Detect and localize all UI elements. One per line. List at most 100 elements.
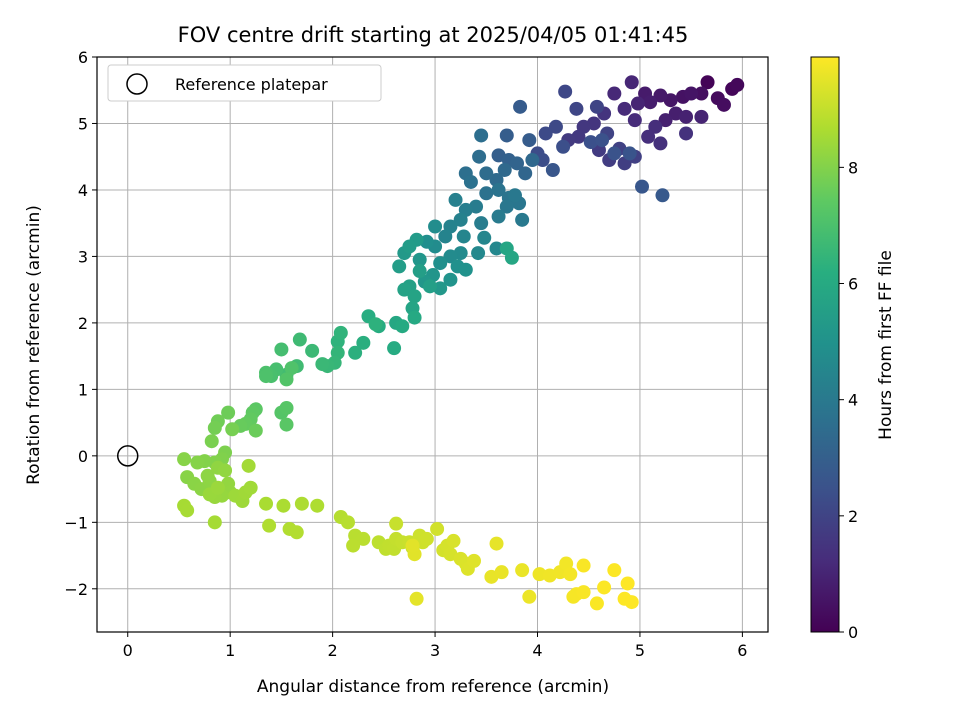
- data-point: [412, 264, 427, 279]
- data-point: [499, 199, 514, 214]
- chart-title: FOV centre drift starting at 2025/04/05 …: [178, 23, 689, 47]
- data-point: [210, 480, 225, 495]
- data-point: [279, 400, 294, 415]
- data-point: [607, 563, 622, 578]
- data-point: [333, 325, 348, 340]
- data-point: [513, 99, 528, 114]
- legend: Reference platepar: [107, 64, 382, 102]
- data-point: [522, 589, 537, 604]
- y-tick-label: 1: [78, 380, 88, 399]
- data-point: [356, 335, 371, 350]
- data-point: [289, 525, 304, 540]
- data-point: [477, 230, 492, 245]
- colorbar-frame: [810, 56, 840, 633]
- data-point: [655, 188, 670, 203]
- data-point: [491, 209, 506, 224]
- data-point: [559, 556, 574, 571]
- data-point: [474, 216, 489, 231]
- data-point: [607, 146, 622, 161]
- x-axis-label: Angular distance from reference (arcmin): [257, 677, 609, 697]
- data-point: [548, 119, 563, 134]
- data-point: [472, 149, 487, 164]
- data-point: [538, 126, 553, 141]
- data-point: [479, 166, 494, 181]
- data-point: [694, 109, 709, 124]
- data-point: [522, 133, 537, 148]
- data-point: [494, 565, 509, 580]
- x-tick-label: 1: [225, 641, 235, 660]
- data-point: [653, 136, 668, 151]
- data-point: [248, 423, 263, 438]
- data-point: [658, 113, 673, 128]
- data-point: [730, 77, 745, 92]
- data-point: [292, 332, 307, 347]
- data-point: [438, 229, 453, 244]
- data-point: [504, 250, 519, 265]
- data-point: [207, 420, 222, 435]
- data-point: [624, 595, 639, 610]
- data-point: [433, 256, 448, 271]
- data-point: [634, 179, 649, 194]
- y-tick-label: 6: [78, 48, 88, 67]
- data-point: [340, 515, 355, 530]
- data-point: [589, 596, 604, 611]
- data-point: [190, 455, 205, 470]
- data-point: [679, 126, 694, 141]
- legend-box: [107, 64, 382, 102]
- data-point: [491, 182, 506, 197]
- data-point: [595, 133, 610, 148]
- data-point: [679, 109, 694, 124]
- data-point: [515, 563, 530, 578]
- data-point: [507, 188, 522, 203]
- data-point: [405, 538, 420, 553]
- data-point: [284, 361, 299, 376]
- x-tick-label: 5: [635, 641, 645, 660]
- legend-marker: [126, 73, 148, 95]
- scatter-points: [177, 75, 745, 611]
- colorbar-ticks: 0 2 4 6 8: [839, 158, 858, 642]
- data-point: [368, 317, 383, 332]
- data-point: [274, 342, 289, 357]
- data-point: [471, 246, 486, 261]
- data-point: [556, 139, 571, 154]
- data-point: [279, 417, 294, 432]
- data-point: [583, 135, 598, 150]
- data-point: [684, 86, 699, 101]
- data-point: [348, 345, 363, 360]
- data-point: [402, 239, 417, 254]
- data-point: [259, 496, 274, 511]
- data-point: [221, 405, 236, 420]
- data-point: [177, 452, 192, 467]
- data-point: [446, 533, 461, 548]
- data-point: [545, 163, 560, 178]
- x-tick-label: 2: [328, 641, 338, 660]
- data-point: [535, 153, 550, 168]
- data-point: [466, 553, 481, 568]
- y-tick-label: 2: [78, 314, 88, 333]
- data-point: [279, 372, 294, 387]
- x-tick-label: 0: [123, 641, 133, 660]
- data-point: [407, 310, 422, 325]
- data-point: [241, 458, 256, 473]
- data-point: [392, 259, 407, 274]
- data-point: [443, 249, 458, 264]
- colorbar-tick-label: 4: [848, 391, 858, 410]
- y-tick-label: 3: [78, 247, 88, 266]
- data-point: [653, 88, 668, 103]
- legend-entry-reference: Reference platepar: [175, 75, 328, 94]
- data-point: [515, 212, 530, 227]
- data-point: [499, 128, 514, 143]
- data-point: [310, 498, 325, 513]
- y-axis-label: Rotation from reference (arcmin): [24, 205, 44, 485]
- x-tick-label: 4: [532, 641, 542, 660]
- data-point: [497, 163, 512, 178]
- data-point: [489, 241, 504, 256]
- data-point: [225, 422, 240, 437]
- data-point: [607, 86, 622, 101]
- data-point: [617, 101, 632, 116]
- data-point: [407, 289, 422, 304]
- colorbar-tick-label: 2: [848, 507, 858, 526]
- data-point: [448, 192, 463, 207]
- data-point: [395, 319, 410, 334]
